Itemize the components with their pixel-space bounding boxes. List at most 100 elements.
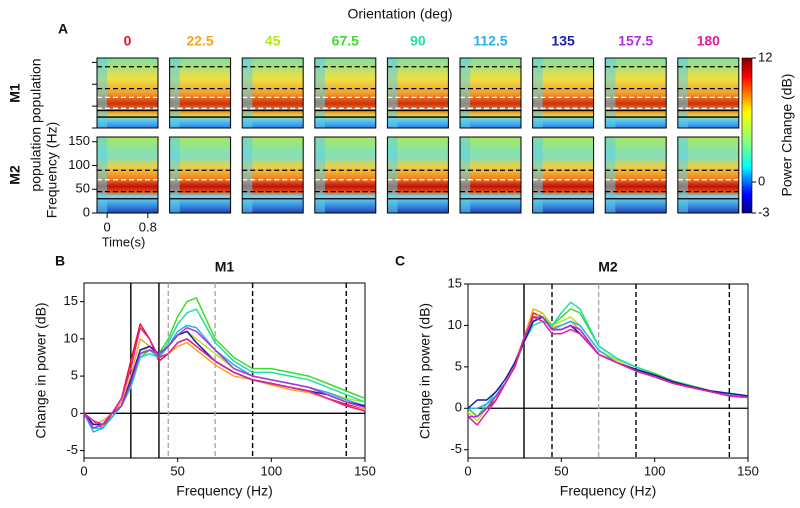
panel-frame — [386, 136, 449, 214]
series-line — [83, 297, 366, 429]
row-label: M1 — [7, 83, 23, 103]
panel-label: B — [55, 253, 65, 269]
series-line — [468, 301, 749, 418]
baseline-period — [242, 137, 253, 213]
y-tick-label: 100 — [68, 157, 90, 172]
panel-frame — [677, 57, 740, 129]
y-tick-label: 5 — [455, 358, 462, 373]
panel-frame — [677, 136, 740, 214]
orientation-label: 180 — [697, 33, 721, 49]
panel-frame — [314, 136, 377, 214]
orientation-label: 22.5 — [186, 33, 213, 49]
panel-frame — [169, 136, 232, 214]
orientation-label: 135 — [551, 33, 575, 49]
plot-frame — [83, 282, 366, 459]
x-tick-label: 0 — [104, 219, 111, 234]
panel-frame — [169, 57, 232, 129]
x-tick-label: 50 — [554, 463, 568, 478]
baseline-period — [605, 137, 616, 213]
panel-frame — [532, 136, 595, 214]
series-line — [83, 323, 366, 429]
panel-frame — [96, 136, 159, 214]
baseline-period — [314, 58, 325, 128]
y-tick-label: 150 — [68, 133, 90, 148]
series-line — [83, 326, 366, 426]
baseline-period — [460, 58, 471, 128]
baseline-period — [169, 137, 180, 213]
orientation-label: 90 — [410, 33, 426, 49]
y-tick-label: -5 — [450, 441, 462, 456]
panel-frame — [96, 57, 159, 129]
baseline-period — [97, 58, 108, 128]
colorbar-tick-label: -3 — [758, 204, 770, 219]
panel-frame — [532, 57, 595, 129]
y-tick-label: 5 — [71, 368, 78, 383]
panel-frame — [241, 136, 304, 214]
y-tick-label: 0 — [71, 405, 78, 420]
panel-label: A — [58, 21, 68, 37]
y-tick-label: 15 — [448, 275, 462, 290]
series-line — [468, 316, 749, 410]
baseline-period — [387, 58, 398, 128]
orientation-label: 0 — [124, 33, 132, 49]
panel-frame — [386, 57, 449, 129]
row-label: M2 — [7, 165, 23, 185]
series-line — [468, 316, 749, 418]
baseline-period — [169, 58, 180, 128]
chart-title: M2 — [598, 259, 618, 275]
y-tick-label: 10 — [448, 317, 462, 332]
orientation-label: 67.5 — [332, 33, 359, 49]
x-tick-label: 150 — [737, 463, 759, 478]
panel-frame — [241, 57, 304, 129]
y-tick-label: 0 — [83, 204, 90, 219]
baseline-period — [242, 58, 253, 128]
series-line — [467, 312, 748, 418]
panel-label: C — [395, 253, 405, 269]
baseline-period — [605, 58, 616, 128]
panel-frame — [459, 57, 522, 129]
y-tick-label: 10 — [64, 330, 78, 345]
series-line — [83, 308, 366, 429]
series-line — [467, 308, 749, 418]
baseline-period — [97, 137, 108, 213]
x-tick-label: 0 — [464, 463, 471, 478]
x-tick-label: 50 — [170, 463, 184, 478]
baseline-period — [314, 137, 325, 213]
colorbar — [741, 57, 753, 214]
y-tick-label: -5 — [66, 442, 78, 457]
chart-title: M1 — [215, 259, 235, 275]
y-axis-label: Frequency (Hz) — [44, 122, 60, 218]
series-line — [467, 316, 749, 409]
panel-frame — [604, 57, 667, 129]
heatmap-title: Orientation (deg) — [347, 6, 452, 22]
y-tick-label: 15 — [64, 293, 78, 308]
baseline-period — [532, 137, 543, 213]
x-tick-label: 0.8 — [139, 219, 157, 234]
y-axis-label: population population — [28, 58, 44, 191]
colorbar-label: Power Change (dB) — [779, 74, 795, 197]
panel-frame — [459, 136, 522, 214]
baseline-period — [677, 137, 688, 213]
x-tick-label: 0 — [80, 463, 87, 478]
x-tick-label: 100 — [644, 463, 666, 478]
y-axis-label: Change in power (dB) — [417, 303, 433, 439]
x-axis-label: Time(s) — [102, 234, 146, 249]
orientation-label: 112.5 — [473, 33, 507, 49]
baseline-period — [387, 137, 398, 213]
x-axis-label: Frequency (Hz) — [560, 483, 656, 499]
orientation-label: 157.5 — [618, 33, 653, 49]
x-tick-label: 100 — [260, 463, 282, 478]
colorbar-tick-label: 12 — [758, 49, 772, 64]
baseline-period — [460, 137, 471, 213]
series-line — [83, 338, 366, 426]
y-tick-label: 0 — [455, 400, 462, 415]
panel-frame — [604, 136, 667, 214]
plot-frame — [467, 283, 749, 459]
y-axis-label: Change in power (dB) — [33, 302, 49, 438]
baseline-period — [532, 58, 543, 128]
colorbar-tick-label: 0 — [758, 173, 765, 188]
series-line — [83, 326, 366, 429]
x-tick-label: 150 — [354, 463, 376, 478]
orientation-label: 45 — [265, 33, 281, 49]
